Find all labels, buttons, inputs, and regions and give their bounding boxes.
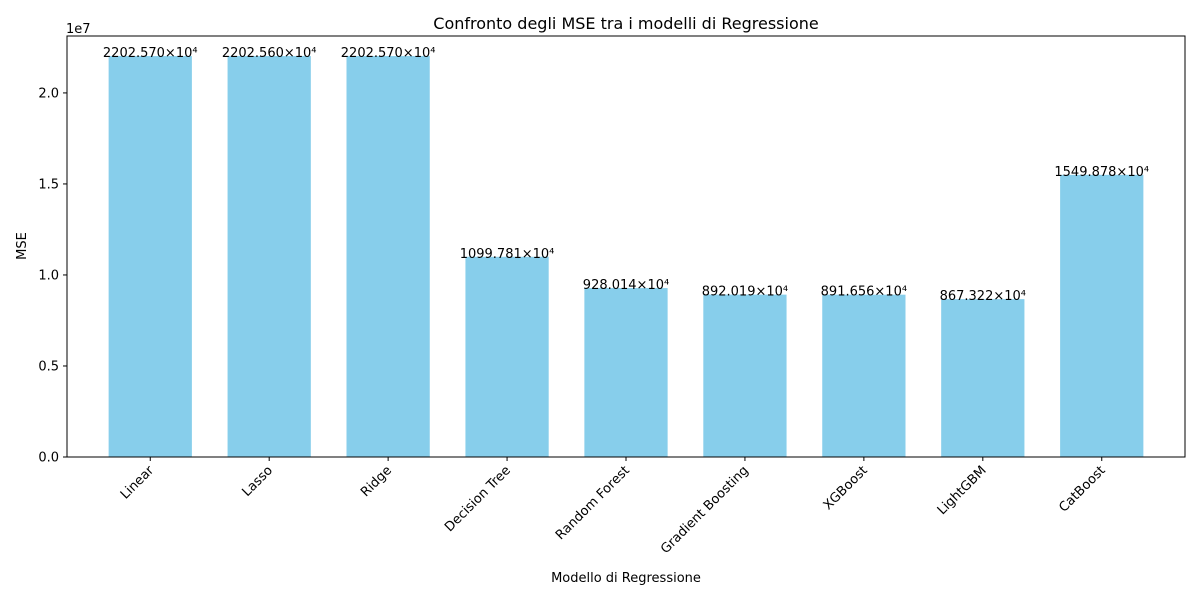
bar-value-label: 1099.781×10⁴ bbox=[460, 247, 555, 262]
plot-frame bbox=[66, 35, 1186, 458]
x-tick-label: Ridge bbox=[358, 463, 395, 500]
y-tick-label: 0.5 bbox=[38, 359, 59, 374]
bar-random-forest bbox=[584, 288, 668, 457]
y-tick-label: 0.0 bbox=[38, 451, 59, 466]
x-tick-label: LightGBM bbox=[935, 463, 990, 518]
x-tick-label: Linear bbox=[118, 463, 158, 503]
bar-lasso bbox=[227, 56, 311, 457]
x-tick-label: Decision Tree bbox=[442, 463, 514, 535]
bar-value-label: 928.014×10⁴ bbox=[583, 278, 669, 293]
bar-value-label: 2202.560×10⁴ bbox=[222, 46, 317, 61]
y-tick-label: 1.0 bbox=[38, 268, 59, 283]
y-tick-label: 2.0 bbox=[38, 86, 59, 101]
x-tick-label: XGBoost bbox=[821, 463, 871, 513]
bar-labels-group: 2202.570×10⁴ 2202.560×10⁴ 2202.570×10⁴ 1099… bbox=[103, 46, 1149, 304]
x-tick-label: Gradient Boosting bbox=[658, 463, 752, 557]
bar-gradient-boosting bbox=[703, 294, 787, 457]
bar-value-label: 2202.570×10⁴ bbox=[341, 46, 436, 61]
bar-lightgbm bbox=[941, 299, 1025, 457]
x-axis-label: Modello di Regressione bbox=[551, 571, 701, 586]
x-tick-label: CatBoost bbox=[1056, 463, 1108, 515]
bar-value-label: 892.019×10⁴ bbox=[702, 285, 788, 300]
y-tick-label: 1.5 bbox=[38, 177, 59, 192]
bars-group bbox=[108, 56, 1144, 458]
bar-value-label: 867.322×10⁴ bbox=[940, 289, 1026, 304]
x-tick-label: Lasso bbox=[239, 463, 276, 500]
bar-catboost bbox=[1060, 174, 1144, 457]
bar-value-label: 891.656×10⁴ bbox=[821, 285, 907, 300]
y-scale-text: 1e7 bbox=[66, 22, 91, 37]
bar-value-label: 2202.570×10⁴ bbox=[103, 46, 198, 61]
x-tick-label: Random Forest bbox=[553, 463, 633, 543]
bar-ridge bbox=[346, 56, 430, 458]
y-axis: 0.0 0.5 1.0 1.5 2.0 bbox=[38, 86, 67, 466]
chart-title: Confronto degli MSE tra i modelli di Reg… bbox=[433, 14, 818, 33]
bar-value-label: 1549.878×10⁴ bbox=[1054, 165, 1149, 180]
bar-xgboost bbox=[822, 294, 906, 457]
y-axis-label: MSE bbox=[15, 232, 30, 260]
x-axis: Linear Lasso Ridge Decision Tree Random Fore… bbox=[118, 457, 1109, 557]
bar-linear bbox=[108, 56, 192, 458]
bar-decision-tree bbox=[465, 256, 549, 457]
